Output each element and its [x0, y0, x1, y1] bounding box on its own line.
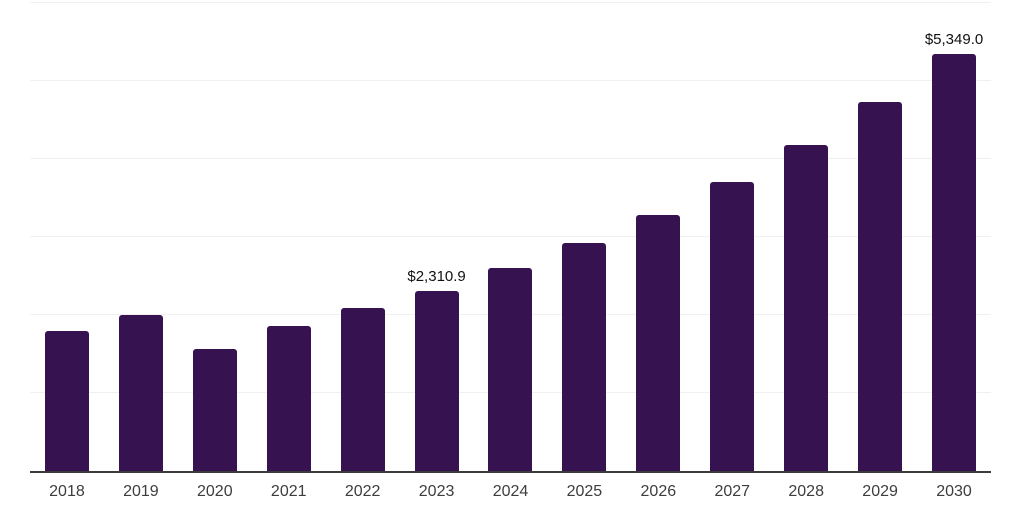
x-tick-2025: 2025	[566, 483, 603, 500]
x-tick-2029: 2029	[862, 483, 898, 500]
bar-slot-2030: $5,349.0	[917, 3, 991, 471]
gridline-6000	[30, 2, 991, 3]
x-tick-2027: 2027	[714, 483, 751, 500]
bar-slot-2022	[326, 3, 400, 471]
bar-2029	[858, 102, 903, 471]
gridline-4000	[30, 158, 991, 160]
bar-2019	[118, 315, 163, 471]
bar-slot-2027	[695, 3, 769, 471]
gridline-3000	[30, 236, 991, 237]
x-tick-2022: 2022	[344, 483, 381, 500]
x-tick-2030: 2030	[936, 483, 972, 500]
bar-2025	[562, 243, 607, 471]
bar-2020	[192, 349, 237, 471]
bar-2026	[636, 215, 681, 471]
x-axis-labels: 2018 2019 2020 2021 2022 2023 2024 2025 2026 2027…	[30, 482, 991, 502]
bar-slot-2028	[769, 3, 843, 471]
bar-2022	[340, 307, 385, 471]
x-tick-2019: 2019	[123, 483, 159, 500]
plot-area: $2,310.9 $5,349.0	[30, 2, 991, 473]
bars-row: $2,310.9 $5,349.0	[30, 3, 991, 471]
x-tick-2023: 2023	[418, 483, 455, 500]
bar-slot-2023: $2,310.9	[400, 3, 474, 471]
bar-2023	[414, 290, 459, 471]
bar-value-label-2030: $5,349.0	[924, 31, 984, 49]
bar-2030	[932, 53, 977, 471]
x-tick-2026: 2026	[640, 483, 677, 500]
x-tick-2018: 2018	[49, 483, 85, 500]
x-tick-2020: 2020	[197, 483, 233, 500]
bar-slot-2018	[30, 3, 104, 471]
bar-2024	[488, 268, 533, 471]
x-tick-2021: 2021	[270, 483, 307, 500]
bar-2027	[710, 182, 755, 471]
bar-2018	[44, 330, 89, 471]
bar-slot-2029	[843, 3, 917, 471]
bar-slot-2021	[252, 3, 326, 471]
x-tick-2028: 2028	[788, 483, 824, 500]
bar-slot-2019	[104, 3, 178, 471]
bar-slot-2025	[547, 3, 621, 471]
bar-2021	[266, 325, 311, 471]
x-tick-2024: 2024	[492, 483, 529, 500]
bar-slot-2020	[178, 3, 252, 471]
bar-2028	[784, 144, 829, 471]
gridline-5000	[30, 80, 991, 81]
bar-value-label-2023: $2,310.9	[407, 268, 466, 286]
bar-slot-2024	[474, 3, 548, 471]
bar-slot-2026	[621, 3, 695, 471]
